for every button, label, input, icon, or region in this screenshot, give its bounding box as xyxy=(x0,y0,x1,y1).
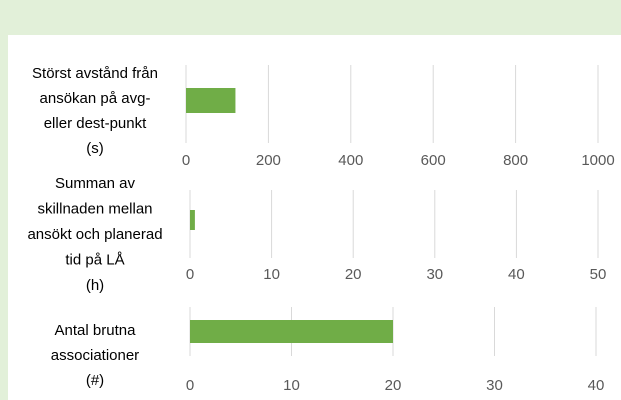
category-label: eller dest-punkt xyxy=(44,115,147,132)
x-tick-label: 40 xyxy=(508,266,525,283)
category-label: (#) xyxy=(86,372,104,389)
category-label: associationer xyxy=(51,347,139,364)
x-tick-label: 0 xyxy=(182,152,190,169)
x-tick-label: 30 xyxy=(426,266,443,283)
category-label: (h) xyxy=(86,277,104,294)
x-tick-label: 600 xyxy=(421,152,446,169)
category-label: ansökt och planerad xyxy=(27,226,162,243)
x-tick-label: 40 xyxy=(588,377,605,394)
category-label: (s) xyxy=(86,140,104,157)
category-label: skillnaden mellan xyxy=(37,200,152,217)
category-label: tid på LÅ xyxy=(65,251,124,268)
category-label: Störst avstånd från xyxy=(32,65,158,82)
x-tick-label: 20 xyxy=(345,266,362,283)
x-tick-label: 800 xyxy=(503,152,528,169)
x-tick-label: 10 xyxy=(263,266,280,283)
x-tick-label: 50 xyxy=(590,266,607,283)
bar xyxy=(190,320,393,343)
category-label: Antal brutna xyxy=(55,322,137,339)
bar xyxy=(186,88,236,113)
category-label: Summan av xyxy=(55,175,136,192)
x-tick-label: 30 xyxy=(486,377,503,394)
x-tick-label: 200 xyxy=(256,152,281,169)
category-label: ansökan på avg- xyxy=(40,90,151,107)
bar xyxy=(190,210,195,230)
x-tick-label: 20 xyxy=(385,377,402,394)
x-tick-label: 1000 xyxy=(581,152,614,169)
x-tick-label: 10 xyxy=(283,377,300,394)
x-tick-label: 400 xyxy=(338,152,363,169)
x-tick-label: 0 xyxy=(186,266,194,283)
x-tick-label: 0 xyxy=(186,377,194,394)
